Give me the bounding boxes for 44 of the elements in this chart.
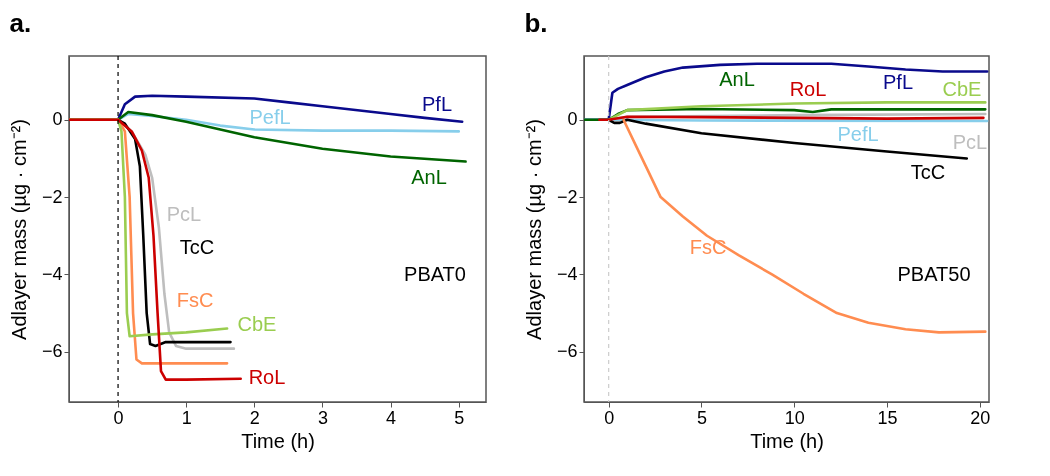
annotation: CbE xyxy=(942,78,982,100)
y-tick-label: 0 xyxy=(52,109,63,130)
annotation: PBAT0 xyxy=(404,263,466,285)
x-tick-label: 1 xyxy=(181,407,192,428)
y-tick-label: −6 xyxy=(556,341,578,362)
x-tick-label: 4 xyxy=(386,407,397,428)
x-tick-label: 3 xyxy=(317,407,328,428)
y-axis-title: Adlayer mass (µg · cm⁻²) xyxy=(522,119,545,340)
annotation: PfL xyxy=(882,71,914,93)
x-tick-label: 0 xyxy=(113,407,124,428)
x-axis-title: Time (h) xyxy=(750,429,824,452)
annotation: FsC xyxy=(176,289,214,311)
x-tick-label: 5 xyxy=(454,407,465,428)
y-tick-label: −6 xyxy=(41,341,63,362)
y-tick-label: −2 xyxy=(556,186,578,207)
annotation: PfL xyxy=(421,93,453,115)
chart-title: b. xyxy=(524,8,548,39)
annotation: PBAT50 xyxy=(897,263,971,285)
x-tick-label: 10 xyxy=(784,407,805,428)
y-tick-label: −4 xyxy=(41,263,63,284)
annotation: AnL xyxy=(411,166,447,188)
annotation: RoL xyxy=(248,366,286,388)
annotation: PcL xyxy=(952,131,988,153)
y-axis-title: Adlayer mass (µg · cm⁻²) xyxy=(7,119,30,340)
x-tick-label: 20 xyxy=(970,407,991,428)
annotation: TcC xyxy=(910,161,946,183)
x-tick-label: 2 xyxy=(249,407,260,428)
x-tick-label: 0 xyxy=(604,407,615,428)
x-axis-title: Time (h) xyxy=(241,429,315,452)
x-tick-label: 5 xyxy=(696,407,707,428)
chart-title: a. xyxy=(9,8,32,39)
y-tick-label: 0 xyxy=(567,109,578,130)
annotation: AnL xyxy=(719,68,755,90)
annotation: PcL xyxy=(166,203,202,225)
x-tick-label: 15 xyxy=(877,407,898,428)
annotation: PefL xyxy=(837,123,879,145)
annotation: TcC xyxy=(179,236,215,258)
line-series xyxy=(622,118,987,334)
y-tick-label: −2 xyxy=(41,186,63,207)
annotation: FsC xyxy=(689,236,727,258)
annotation: CbE xyxy=(237,313,277,335)
y-tick-label: −4 xyxy=(556,263,578,284)
annotation: PefL xyxy=(249,106,291,128)
annotation: RoL xyxy=(789,78,827,100)
